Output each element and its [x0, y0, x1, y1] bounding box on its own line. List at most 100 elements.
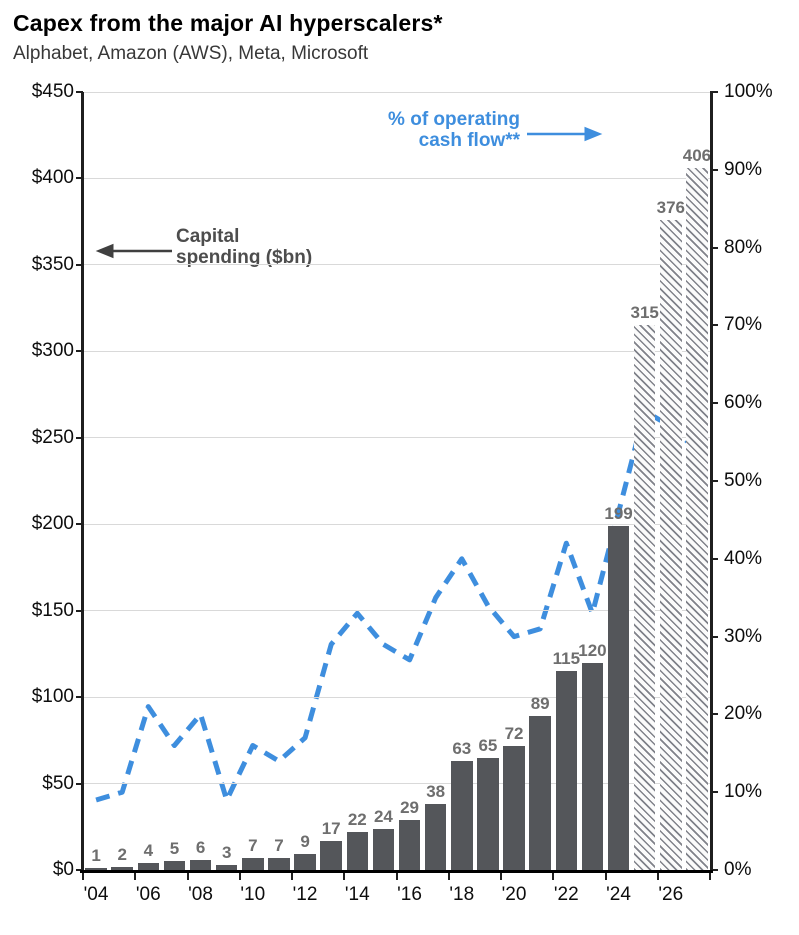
x-axis-tick-label: '22 [553, 884, 579, 905]
y-axis-tick-label: $400 [31, 167, 74, 189]
bar [581, 662, 604, 870]
right-axis-tick [710, 869, 718, 871]
bar-forecast [660, 219, 682, 870]
gridline [83, 437, 710, 439]
x-axis-tick-label: '26 [658, 884, 684, 905]
right-axis-tick-label: 40% [724, 547, 763, 569]
bar-value-label: 4 [143, 841, 154, 861]
bar-value-label: 406 [682, 146, 712, 166]
y-axis-tick [76, 350, 83, 353]
bar-value-label: 3 [221, 842, 232, 862]
x-axis-tick [343, 871, 346, 880]
bar [477, 757, 499, 870]
bar-value-label: 7 [248, 835, 258, 855]
bar [320, 840, 342, 870]
x-axis-tick [447, 871, 450, 880]
bar-value-label: 29 [400, 797, 420, 817]
bar-value-label: 5 [169, 839, 180, 859]
x-axis-tick [552, 871, 555, 880]
bar-value-label: 9 [300, 832, 310, 852]
right-axis-tick-label: 100% [724, 81, 773, 102]
x-axis-tick-label: '14 [344, 884, 370, 905]
right-axis-tick [710, 557, 718, 560]
y-axis-line [81, 92, 84, 872]
gridline [83, 264, 710, 266]
right-axis-line [710, 92, 713, 872]
bar-value-label: 315 [630, 303, 659, 323]
right-axis-tick [710, 480, 718, 482]
ocf-annotation-line1: % of operating [388, 109, 520, 130]
x-axis-tick [500, 871, 502, 880]
bar-value-label: 199 [604, 503, 633, 523]
y-axis-tick-label: $150 [31, 599, 74, 621]
right-axis-tick [710, 246, 718, 249]
right-axis-tick [710, 713, 718, 716]
y-axis-tick-label: $0 [52, 859, 74, 880]
right-axis-tick-label: 20% [724, 703, 763, 725]
bar [111, 866, 133, 870]
y-axis-tick-label: $100 [31, 686, 74, 708]
chart-subtitle: Alphabet, Amazon (AWS), Meta, Microsoft [13, 43, 369, 64]
bar-value-label: 22 [347, 809, 367, 829]
capital-spending-annotation-line1: Capital [176, 226, 240, 247]
bar-forecast [686, 168, 708, 870]
y-axis-tick [76, 696, 83, 699]
bar [242, 857, 264, 870]
bar-value-label: 7 [274, 835, 284, 855]
bar-value-label: 65 [478, 735, 498, 755]
bar [137, 863, 160, 870]
bar-value-label: 72 [504, 723, 524, 743]
bar [372, 828, 395, 870]
y-axis-tick-label: $250 [31, 426, 74, 448]
bar-value-label: 89 [530, 694, 550, 714]
bar-value-label: 6 [195, 837, 206, 857]
right-axis-tick-label: 10% [724, 781, 763, 803]
bar-value-label: 376 [656, 197, 685, 217]
bar [555, 671, 578, 870]
bar-value-label: 2 [117, 844, 127, 864]
x-axis-tick [238, 871, 241, 880]
x-axis-tick [604, 871, 607, 880]
bar [163, 861, 186, 870]
x-axis-tick-label: '08 [188, 884, 213, 905]
bar [451, 761, 473, 870]
right-axis-tick-label: 60% [724, 392, 763, 414]
y-axis-tick-label: $300 [31, 340, 74, 362]
right-axis-tick-label: 30% [724, 625, 763, 647]
right-axis-tick [710, 91, 718, 93]
bar-value-label: 1 [91, 846, 101, 866]
x-axis-tick [134, 871, 137, 880]
chart-title: Capex from the major AI hyperscalers* [13, 10, 443, 36]
ocf-arrow-icon [527, 126, 603, 142]
x-axis-tick-label: '04 [83, 884, 109, 905]
capital-spending-annotation: Capital spending ($bn) [176, 226, 356, 269]
ocf-dashed-line [95, 408, 699, 803]
gridline [83, 177, 710, 179]
y-axis-tick [76, 177, 83, 180]
x-axis-tick [82, 871, 84, 880]
x-axis-tick [291, 871, 293, 880]
x-axis-tick-label: '06 [135, 884, 161, 905]
bar [294, 854, 316, 870]
gridline [83, 696, 710, 698]
bar [424, 804, 447, 870]
x-axis-tick [186, 871, 189, 880]
y-axis-tick-label: $450 [31, 81, 74, 102]
bar [398, 819, 421, 870]
bar-forecast [633, 325, 656, 870]
capital-spending-arrow-icon [95, 243, 172, 259]
gridline [83, 350, 710, 352]
right-axis-tick-label: 0% [724, 859, 752, 880]
x-axis-line [80, 869, 713, 873]
y-axis-tick [76, 91, 83, 93]
y-axis-tick [76, 523, 83, 526]
y-axis-tick-label: $200 [31, 513, 74, 535]
y-axis-tick [76, 436, 83, 439]
x-axis-tick-label: '16 [397, 884, 422, 905]
y-axis-tick [76, 609, 83, 612]
right-axis-tick [710, 402, 718, 405]
bar-value-label: 63 [452, 739, 472, 759]
right-axis-tick [710, 168, 718, 171]
x-axis-tick-label: '12 [292, 884, 318, 905]
bar [503, 745, 525, 870]
